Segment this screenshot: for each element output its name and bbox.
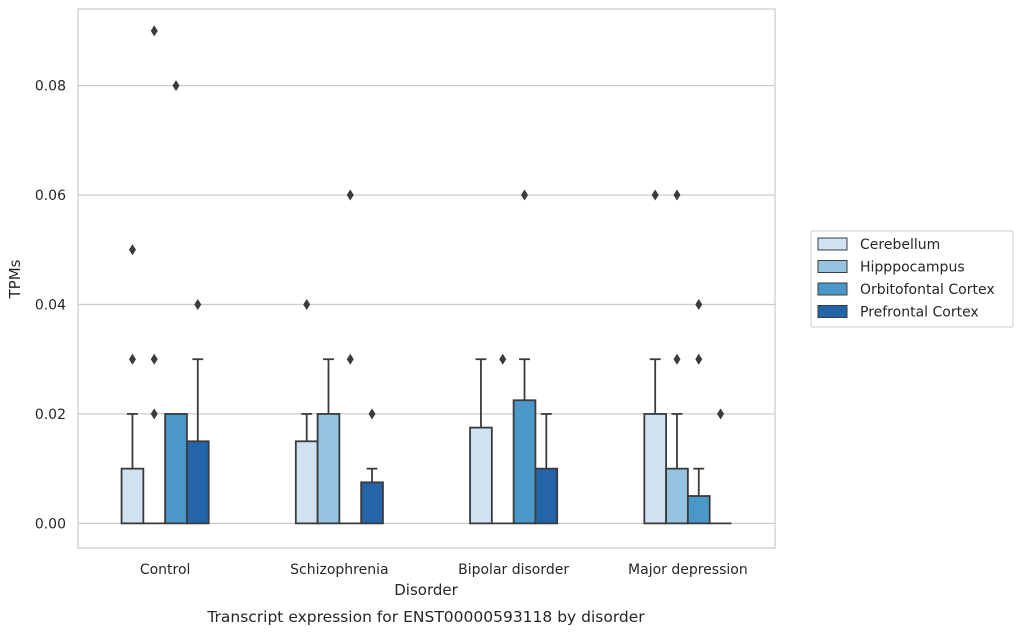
outlier-point [346,189,354,201]
x-tick-label: Schizophrenia [290,562,388,578]
box-bipolar-disorder-cerebellum [469,358,493,525]
box-major-depression-orbitofontal-cortex [686,298,711,525]
outlier-point [150,353,158,365]
legend: Cerebellum Hipppocampus Orbitofontal Corte… [810,230,1014,328]
outlier-point [673,353,681,365]
legend-item: Orbitofontal Cortex [817,282,995,298]
outlier-point [695,298,703,310]
box [186,440,210,525]
x-tick-label: Major depression [628,562,748,578]
y-axis-ticks: 0.00 0.02 0.04 0.06 0.08 [35,79,66,533]
outlier-point [150,25,158,37]
x-axis-label: Disorder [394,581,458,599]
box-schizophrenia-hipppocampus [316,358,341,525]
x-tick-label: Bipolar disorder [458,562,569,578]
legend-swatch [817,282,848,296]
legend-item: Cerebellum [817,237,940,253]
outlier-point [172,80,180,92]
chart-caption: Transcript expression for ENST0000059311… [206,608,645,626]
bars [120,25,732,525]
outlier-point [128,244,136,256]
legend-item: Hipppocampus [817,260,965,276]
box [512,399,537,525]
box-control-hipppocampus [143,25,166,525]
box [665,467,689,525]
box-major-depression-cerebellum [643,189,667,525]
box [469,426,493,525]
box [643,413,667,525]
plot-area [77,8,776,549]
box [316,413,341,525]
box-major-depression-hipppocampus [665,189,689,525]
legend-swatch [817,237,848,251]
y-tick-label: 0.06 [35,188,66,204]
legend-item: Prefrontal Cortex [817,305,979,321]
box [686,495,711,525]
legend-swatch [817,305,848,318]
outlier-point [368,408,376,420]
box-schizophrenia-prefrontal-cortex [360,408,384,525]
box-schizophrenia-cerebellum [294,298,319,525]
legend-label: Orbitofontal Cortex [860,282,995,298]
box-bipolar-disorder-prefrontal-cortex [534,413,559,525]
legend-swatch [817,260,848,273]
box-control-cerebellum [120,244,145,525]
box [360,481,384,525]
outlier-point [499,353,507,365]
box-bipolar-disorder-hipppocampus [491,353,514,525]
legend-label: Prefrontal Cortex [860,305,979,321]
outlier-point [150,408,158,420]
legend-label: Hipppocampus [860,260,965,276]
box [120,467,145,525]
legend-frame [810,230,1014,328]
outlier-point [695,353,703,365]
y-tick-label: 0.02 [35,407,66,423]
x-tick-label: Control [140,562,191,578]
outlier-point [521,189,529,201]
box-control-orbitofontal-cortex [164,80,188,525]
box-schizophrenia-orbitofontal-cortex [339,189,362,525]
outlier-point [717,408,725,420]
y-tick-label: 0.00 [35,516,66,532]
outlier-point [346,353,354,365]
box-control-prefrontal-cortex [186,298,210,525]
box [534,467,559,525]
box [294,440,319,525]
box [164,413,188,525]
outlier-point [194,298,202,310]
y-tick-label: 0.08 [35,79,66,95]
box-major-depression-prefrontal-cortex [709,408,732,525]
outlier-point [673,189,681,201]
outlier-point [303,298,311,310]
outlier-point [651,189,659,201]
box-bipolar-disorder-orbitofontal-cortex [512,189,537,525]
y-tick-label: 0.04 [35,297,66,313]
outlier-point [128,353,136,365]
legend-label: Cerebellum [860,237,940,253]
y-axis-label: TPMs [6,259,24,299]
x-axis-ticks: Control Schizophrenia Bipolar disorder Majo… [140,562,748,578]
